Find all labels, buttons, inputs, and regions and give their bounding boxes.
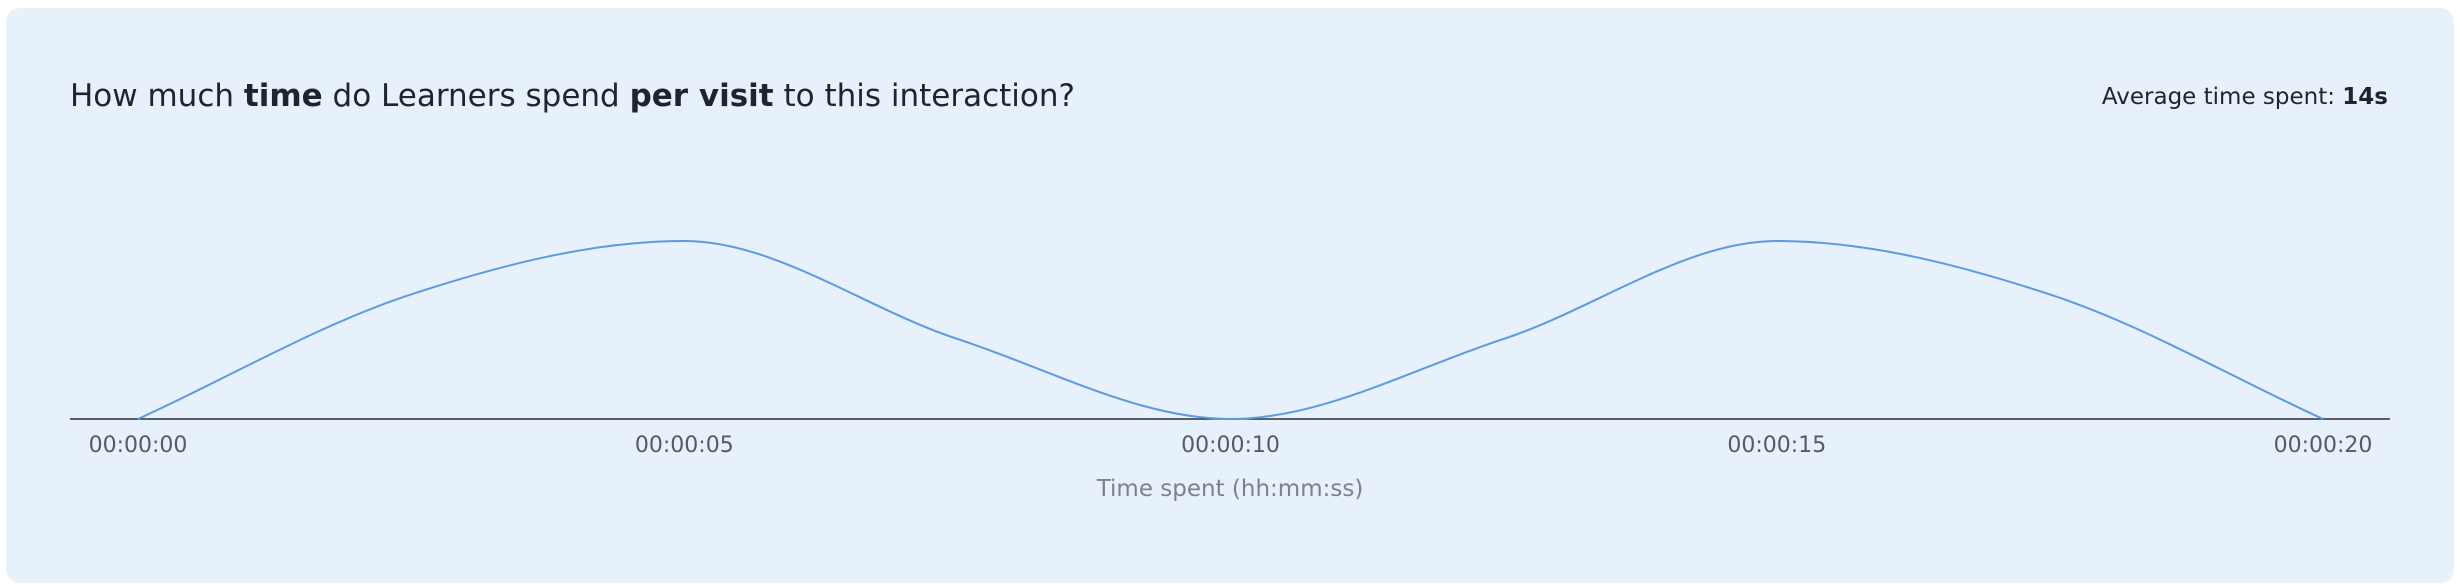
title-emphasis-per-visit: per visit (629, 78, 774, 114)
x-tick-label: 00:00:20 (2274, 433, 2373, 458)
title-part-5: to this interaction? (773, 78, 1075, 114)
time-spent-series-line (137, 239, 2324, 421)
x-tick-label: 00:00:15 (1727, 433, 1826, 458)
x-axis-label: Time spent (hh:mm:ss) (1096, 476, 1364, 502)
title-part-1: How much (70, 78, 244, 114)
title-part-3: do Learners spend (322, 78, 630, 114)
average-time-stat: Average time spent: 14s (2102, 84, 2388, 112)
x-tick-label: 00:00:05 (635, 433, 734, 458)
x-tick-label: 00:00:00 (89, 433, 188, 458)
x-tick-label: 00:00:10 (1181, 433, 1280, 458)
chart-card: How much time do Learners spend per visi… (6, 8, 2454, 583)
average-time-label: Average time spent: (2101, 84, 2343, 110)
chart-title: How much time do Learners spend per visi… (70, 78, 1075, 115)
average-time-value: 14s (2342, 84, 2388, 110)
title-emphasis-time: time (243, 78, 323, 114)
x-tick-labels: 00:00:00 00:00:05 00:00:10 00:00:15 00:00:20 (89, 433, 2373, 458)
